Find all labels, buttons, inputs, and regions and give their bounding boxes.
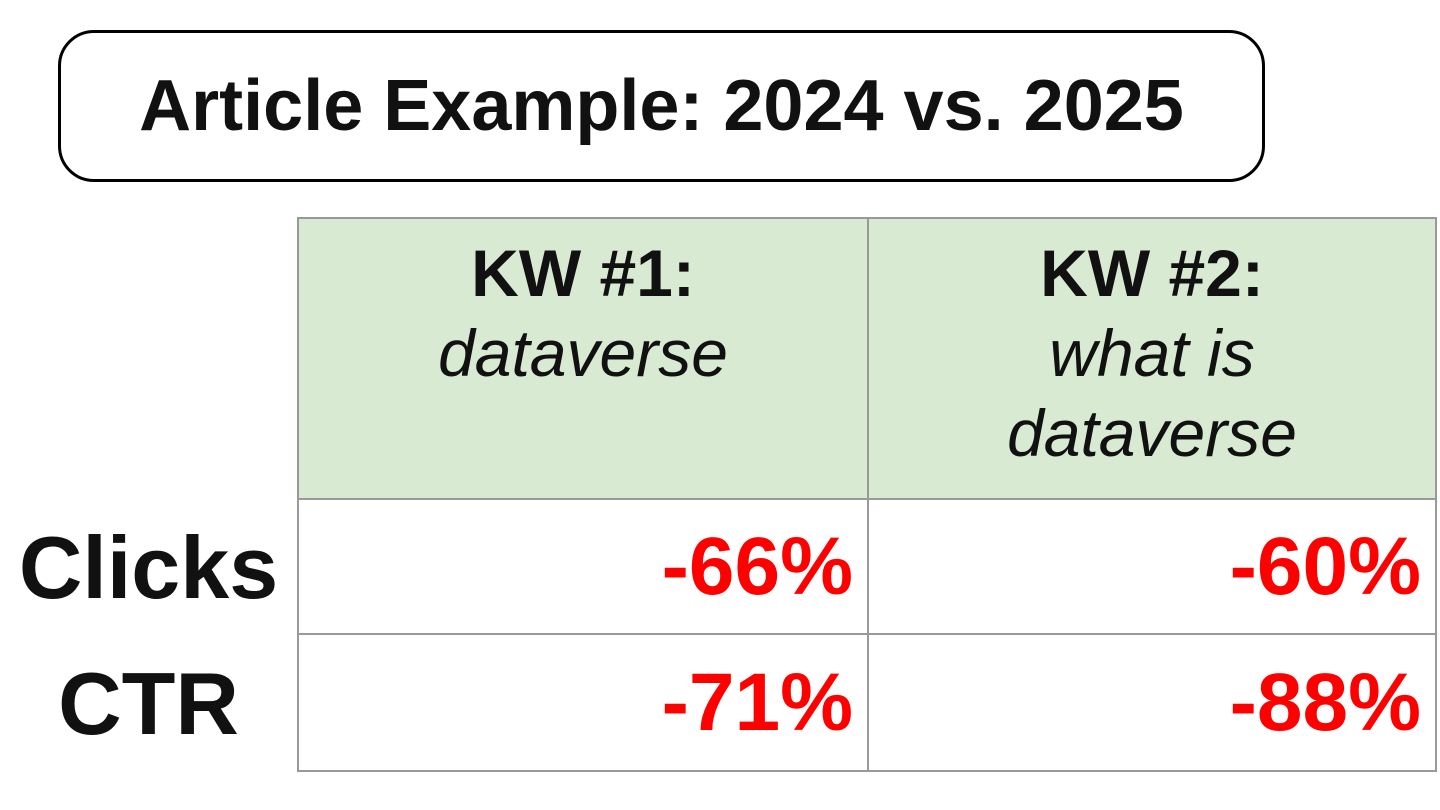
value-ctr-kw1: -71% — [661, 656, 853, 748]
value-clicks-kw2: -60% — [1229, 520, 1421, 612]
cell-clicks-kw1: -66% — [297, 500, 867, 635]
comparison-table: KW #1: dataverse KW #2: what is datavers… — [0, 217, 1437, 772]
value-clicks-kw1: -66% — [661, 520, 853, 612]
row-label-ctr: CTR — [0, 635, 297, 772]
cell-clicks-kw2: -60% — [867, 500, 1437, 635]
column-header-kw2-label: KW #2: — [1040, 236, 1264, 310]
cell-ctr-kw2: -88% — [867, 635, 1437, 772]
column-header-kw1-keyword: dataverse — [438, 316, 728, 390]
column-header-kw1-label: KW #1: — [471, 236, 695, 310]
page-title: Article Example: 2024 vs. 2025 — [139, 66, 1184, 146]
column-header-kw1: KW #1: dataverse — [297, 217, 867, 500]
row-label-ctr-text: CTR — [58, 653, 239, 753]
corner-spacer — [0, 217, 297, 500]
title-box: Article Example: 2024 vs. 2025 — [58, 30, 1265, 182]
row-label-clicks-text: Clicks — [18, 517, 279, 617]
column-header-kw2-keyword: what is dataverse — [1007, 316, 1297, 470]
row-label-clicks: Clicks — [0, 500, 297, 635]
column-header-kw2: KW #2: what is dataverse — [867, 217, 1437, 500]
cell-ctr-kw1: -71% — [297, 635, 867, 772]
value-ctr-kw2: -88% — [1229, 656, 1421, 748]
